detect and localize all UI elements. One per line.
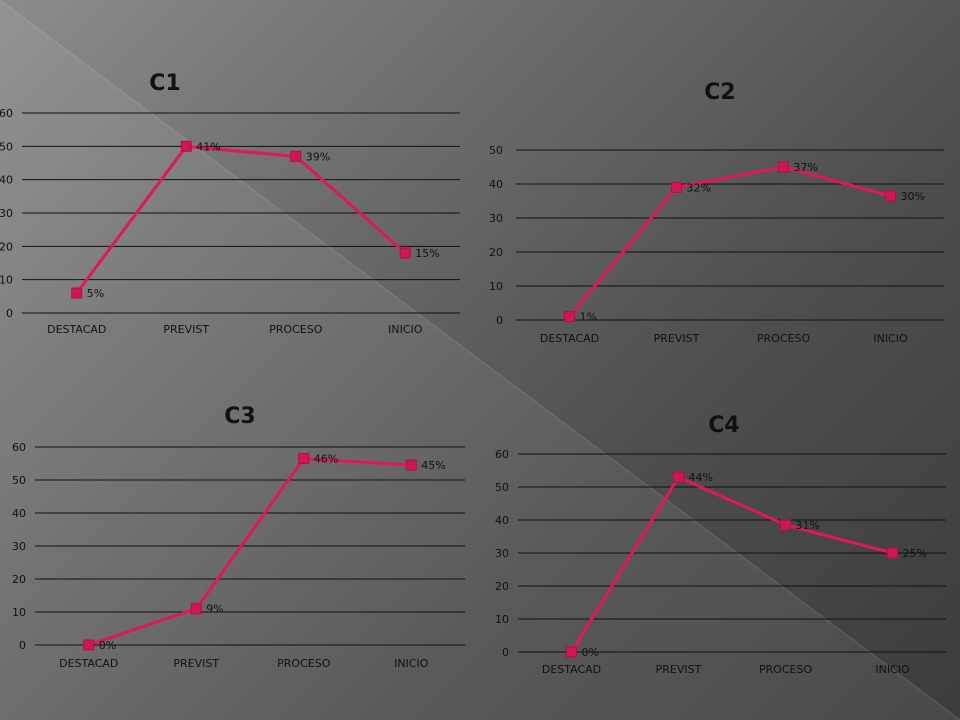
y-tick-label: 10 xyxy=(495,613,509,626)
chart-title: C2 xyxy=(704,80,735,105)
y-tick-label: 50 xyxy=(0,140,13,153)
data-point-marker xyxy=(83,639,95,651)
data-point-marker xyxy=(71,287,83,299)
data-label: 5% xyxy=(87,287,104,300)
data-label: 9% xyxy=(206,603,223,616)
y-tick-label: 10 xyxy=(0,274,13,287)
data-point-marker xyxy=(885,190,896,202)
y-tick-label: 40 xyxy=(489,178,503,191)
chart-title: C1 xyxy=(149,71,180,96)
x-category-label: PREVIST xyxy=(173,657,219,670)
data-point-marker xyxy=(399,247,411,259)
y-tick-label: 60 xyxy=(0,107,13,120)
x-category-label: INICIO xyxy=(388,323,423,336)
y-tick-label: 10 xyxy=(489,280,503,293)
x-category-label: INICIO xyxy=(875,663,910,676)
chart-title: C4 xyxy=(708,413,739,438)
data-label: 30% xyxy=(901,190,925,203)
x-category-label: PREVIST xyxy=(656,663,702,676)
data-label: 44% xyxy=(689,471,713,484)
series-line xyxy=(570,475,893,653)
y-tick-label: 0 xyxy=(502,646,509,659)
data-point-marker xyxy=(190,603,202,615)
x-category-label: DESTACAD xyxy=(59,657,118,670)
x-category-label: DESTACAD xyxy=(540,332,599,345)
y-tick-label: 30 xyxy=(0,207,13,220)
data-point-marker xyxy=(180,140,192,152)
y-tick-label: 40 xyxy=(0,174,13,187)
data-label: 32% xyxy=(687,181,711,194)
y-tick-label: 10 xyxy=(12,606,26,619)
data-label: 46% xyxy=(314,453,338,466)
x-category-label: PROCESO xyxy=(759,663,813,676)
data-point-marker xyxy=(290,150,302,162)
y-tick-label: 50 xyxy=(489,144,503,157)
x-category-label: PROCESO xyxy=(269,323,323,336)
y-tick-label: 20 xyxy=(489,246,503,259)
y-tick-label: 50 xyxy=(12,474,26,487)
data-point-marker xyxy=(780,519,791,531)
y-tick-label: 20 xyxy=(0,240,13,253)
y-tick-label: 40 xyxy=(12,507,26,520)
data-label: 31% xyxy=(796,519,820,532)
y-tick-label: 0 xyxy=(19,639,26,652)
y-tick-label: 50 xyxy=(495,481,509,494)
x-category-label: PREVIST xyxy=(654,332,700,345)
data-point-marker xyxy=(887,547,898,559)
data-label: 15% xyxy=(415,247,439,260)
data-label: 1% xyxy=(580,311,597,324)
data-label: 25% xyxy=(903,547,927,560)
x-category-label: DESTACAD xyxy=(542,663,601,676)
x-category-label: PREVIST xyxy=(163,323,209,336)
data-point-marker xyxy=(778,161,789,173)
data-label: 0% xyxy=(99,639,116,652)
x-category-label: PROCESO xyxy=(757,332,811,345)
data-label: 45% xyxy=(421,459,445,472)
y-tick-label: 60 xyxy=(495,448,509,461)
x-category-label: PROCESO xyxy=(277,657,331,670)
y-tick-label: 20 xyxy=(12,573,26,586)
data-point-marker xyxy=(566,646,577,658)
y-tick-label: 0 xyxy=(496,314,503,327)
data-label: 0% xyxy=(582,646,599,659)
y-tick-label: 0 xyxy=(6,307,13,320)
series-line xyxy=(75,144,407,294)
data-label: 37% xyxy=(794,161,818,174)
data-point-marker xyxy=(564,311,575,323)
x-category-label: INICIO xyxy=(394,657,429,670)
data-point-marker xyxy=(671,181,682,193)
y-tick-label: 60 xyxy=(12,441,26,454)
y-tick-label: 40 xyxy=(495,514,509,527)
series-line xyxy=(88,457,412,647)
y-tick-label: 30 xyxy=(495,547,509,560)
data-label: 41% xyxy=(196,140,220,153)
series-line xyxy=(568,165,891,318)
data-point-marker xyxy=(405,459,417,471)
y-tick-label: 30 xyxy=(12,540,26,553)
x-category-label: INICIO xyxy=(873,332,908,345)
data-label: 39% xyxy=(306,150,330,163)
y-tick-label: 20 xyxy=(495,580,509,593)
y-tick-label: 30 xyxy=(489,212,503,225)
chart-title: C3 xyxy=(224,404,255,429)
data-point-marker xyxy=(298,453,310,465)
data-point-marker xyxy=(673,471,684,483)
x-category-label: DESTACAD xyxy=(47,323,106,336)
